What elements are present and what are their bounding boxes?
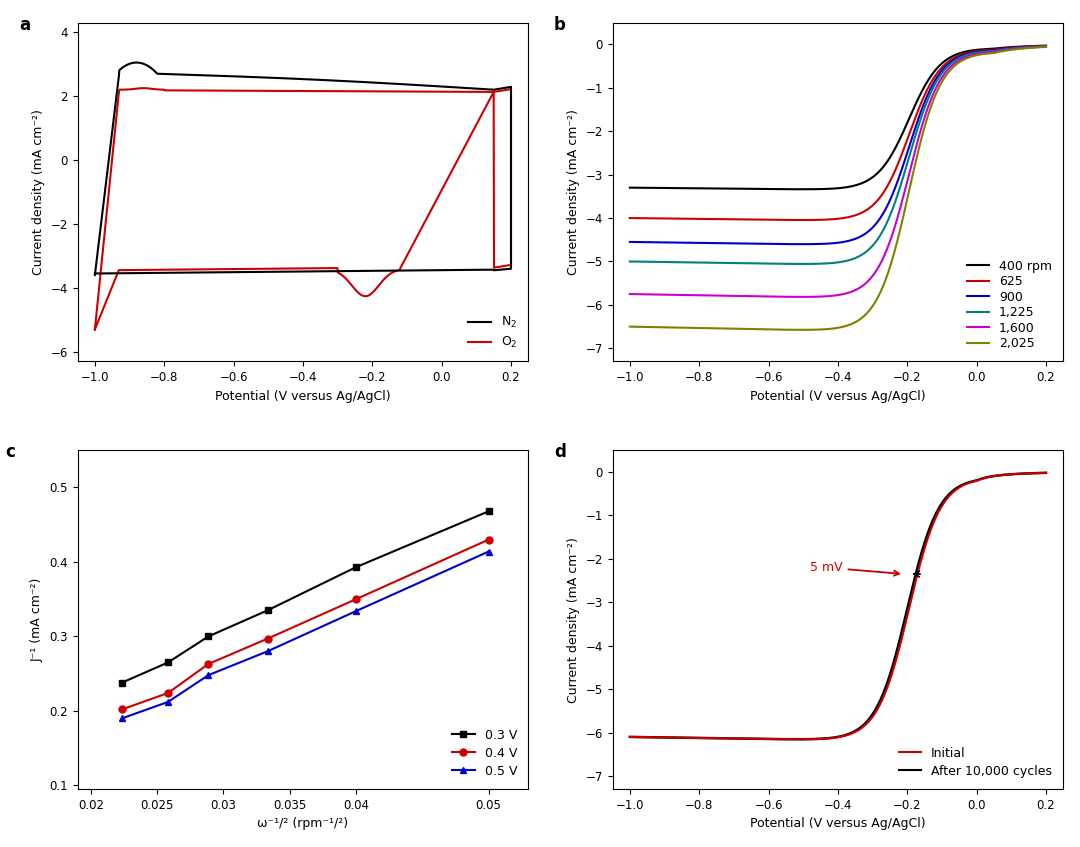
0.4 V	[116, 705, 129, 715]
0.3 V	[261, 606, 274, 616]
0.3 V	[482, 507, 495, 517]
0.4 V	[202, 659, 215, 669]
0.3 V	[350, 562, 363, 573]
Text: d: d	[554, 444, 566, 462]
0.4 V	[482, 534, 495, 545]
0.5 V	[261, 646, 274, 656]
0.5 V	[162, 697, 175, 707]
0.5 V	[202, 670, 215, 680]
Legend: N$_2$, O$_2$: N$_2$, O$_2$	[463, 310, 522, 355]
0.4 V	[350, 594, 363, 604]
0.3 V	[202, 631, 215, 641]
Y-axis label: J⁻¹ (mA cm⁻²): J⁻¹ (mA cm⁻²)	[30, 578, 43, 662]
Y-axis label: Current density (mA cm⁻²): Current density (mA cm⁻²)	[567, 537, 580, 703]
Y-axis label: Current density (mA cm⁻²): Current density (mA cm⁻²)	[567, 109, 580, 275]
0.5 V	[482, 546, 495, 556]
Legend: 400 rpm, 625, 900, 1,225, 1,600, 2,025: 400 rpm, 625, 900, 1,225, 1,600, 2,025	[961, 255, 1057, 355]
0.3 V	[162, 657, 175, 667]
Text: b: b	[554, 16, 566, 34]
0.4 V	[261, 634, 274, 644]
Legend: 0.3 V, 0.4 V, 0.5 V: 0.3 V, 0.4 V, 0.5 V	[447, 724, 522, 783]
0.5 V	[350, 606, 363, 616]
X-axis label: Potential (V versus Ag/AgCl): Potential (V versus Ag/AgCl)	[215, 390, 391, 402]
X-axis label: Potential (V versus Ag/AgCl): Potential (V versus Ag/AgCl)	[751, 390, 926, 402]
X-axis label: ω⁻¹/² (rpm⁻¹/²): ω⁻¹/² (rpm⁻¹/²)	[257, 817, 349, 830]
Line: 0.5 V: 0.5 V	[119, 548, 492, 722]
0.3 V	[116, 678, 129, 688]
0.4 V	[162, 688, 175, 698]
Text: c: c	[5, 444, 15, 462]
X-axis label: Potential (V versus Ag/AgCl): Potential (V versus Ag/AgCl)	[751, 817, 926, 830]
Y-axis label: Current density (mA cm⁻²): Current density (mA cm⁻²)	[32, 109, 45, 275]
Legend: Initial, After 10,000 cycles: Initial, After 10,000 cycles	[893, 742, 1057, 783]
Line: 0.3 V: 0.3 V	[119, 508, 492, 686]
0.5 V	[116, 713, 129, 723]
Text: 5 mV: 5 mV	[810, 561, 899, 576]
Text: a: a	[19, 16, 30, 34]
Line: 0.4 V: 0.4 V	[119, 536, 492, 713]
